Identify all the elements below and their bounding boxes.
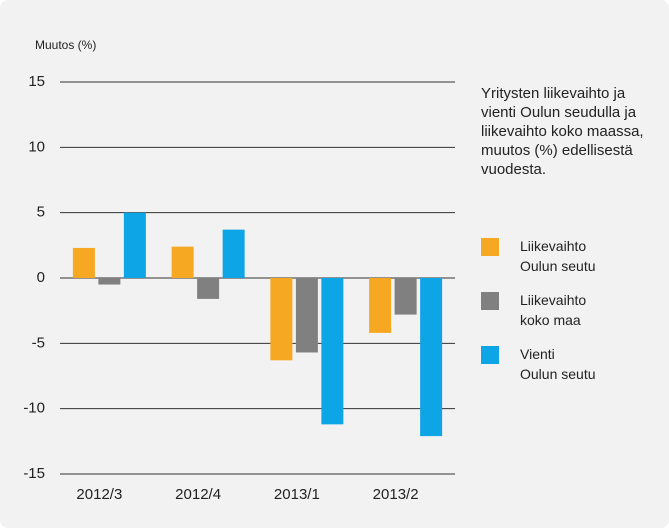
bar	[295, 278, 318, 353]
x-tick-label: 2013/1	[274, 486, 320, 503]
bar	[321, 278, 344, 425]
bar	[123, 212, 146, 278]
legend-swatch	[481, 292, 499, 310]
bar	[98, 278, 121, 285]
bar	[369, 278, 392, 333]
legend-swatch	[481, 238, 499, 256]
y-tick-label: 5	[37, 204, 45, 221]
legend-label: Vienti Oulun seutu	[520, 346, 596, 382]
bar	[222, 229, 245, 278]
chart-title: Yritysten liikevaihto ja vienti Oulun se…	[481, 85, 644, 178]
legend-label: Liikevaihto Oulun seutu	[520, 238, 596, 274]
x-tick-label: 2012/3	[76, 486, 122, 503]
bar	[270, 278, 293, 361]
y-tick-label: 15	[28, 73, 45, 90]
x-tick-label: 2012/4	[175, 486, 221, 503]
bar	[72, 247, 95, 278]
legend-label: Liikevaihto koko maa	[520, 292, 587, 328]
y-tick-label: -10	[23, 400, 45, 417]
y-tick-label: 0	[37, 269, 45, 286]
y-axis-label: Muutos (%)	[35, 38, 96, 52]
y-tick-label: 10	[28, 138, 45, 155]
bar	[394, 278, 417, 315]
bar	[171, 246, 194, 278]
y-tick-label: -5	[32, 334, 45, 351]
bar	[420, 278, 443, 437]
y-tick-label: -15	[23, 465, 45, 482]
x-tick-label: 2013/2	[373, 486, 419, 503]
legend-swatch	[481, 346, 499, 364]
bar	[197, 278, 220, 299]
